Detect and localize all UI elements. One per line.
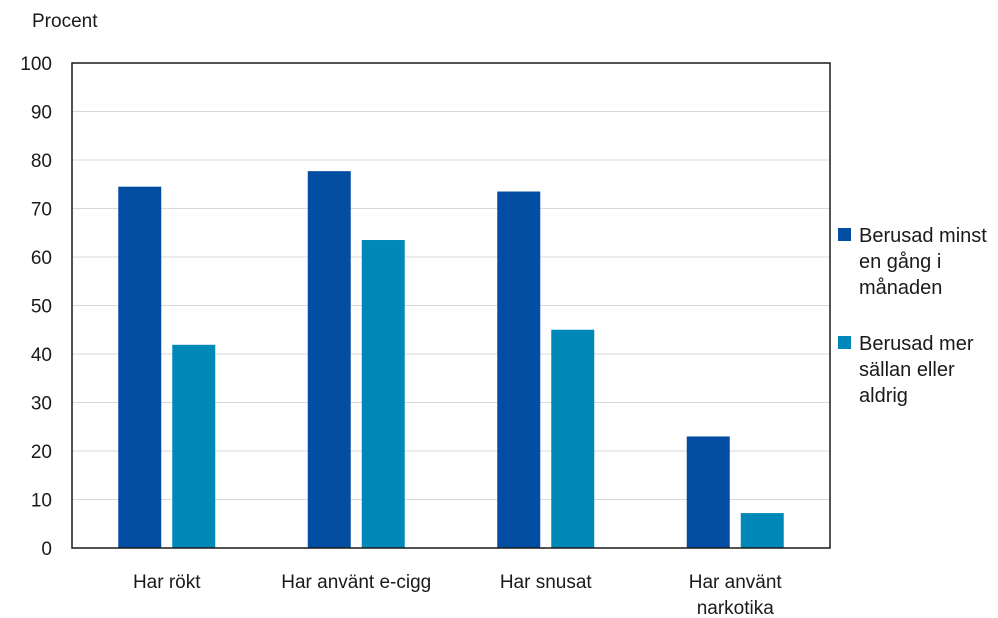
y-tick-label: 0 bbox=[41, 539, 52, 560]
legend: Berusad minst en gång i månaden Berusad mer… bbox=[838, 225, 987, 407]
bar-series-1-category-2 bbox=[307, 171, 351, 548]
legend-label: Berusad minst en gång i månaden bbox=[859, 225, 987, 299]
y-axis-ticks: 0 10 20 30 40 50 60 70 80 90 100 bbox=[20, 54, 52, 560]
bar-series-1-category-4 bbox=[686, 436, 730, 548]
x-category-label: Har använt narkotika bbox=[689, 572, 783, 618]
y-tick-label: 90 bbox=[31, 103, 52, 124]
bar-series-2-category-3 bbox=[551, 329, 595, 548]
plot-frame bbox=[71, 62, 831, 549]
x-category-label: Har använt e-cigg bbox=[281, 572, 431, 593]
y-tick-label: 100 bbox=[20, 54, 52, 75]
bar-series-2-category-1 bbox=[172, 344, 216, 548]
y-tick-label: 80 bbox=[31, 151, 52, 172]
y-tick-label: 30 bbox=[31, 394, 52, 415]
x-category-label: Har snusat bbox=[500, 572, 593, 593]
y-tick-label: 40 bbox=[31, 345, 52, 366]
y-tick-label: 70 bbox=[31, 200, 52, 221]
legend-label: Berusad mer sällan eller aldrig bbox=[859, 333, 974, 407]
x-category-label: Har rökt bbox=[133, 572, 201, 593]
y-tick-label: 10 bbox=[31, 491, 52, 512]
legend-swatch bbox=[838, 336, 851, 349]
bar-series-2-category-2 bbox=[361, 240, 405, 548]
bar-series-2-category-4 bbox=[740, 513, 784, 548]
y-tick-label: 60 bbox=[31, 248, 52, 269]
bar-series-1-category-3 bbox=[497, 191, 541, 548]
y-axis-label: Procent bbox=[32, 11, 98, 32]
legend-swatch bbox=[838, 228, 851, 241]
bars bbox=[118, 171, 784, 549]
y-tick-label: 50 bbox=[31, 297, 52, 318]
y-tick-label: 20 bbox=[31, 442, 52, 463]
plot-border bbox=[71, 62, 831, 549]
bar-series-1-category-1 bbox=[118, 186, 162, 549]
x-axis-categories: Har rökt Har använt e-cigg Har snusat Har a… bbox=[133, 572, 782, 618]
